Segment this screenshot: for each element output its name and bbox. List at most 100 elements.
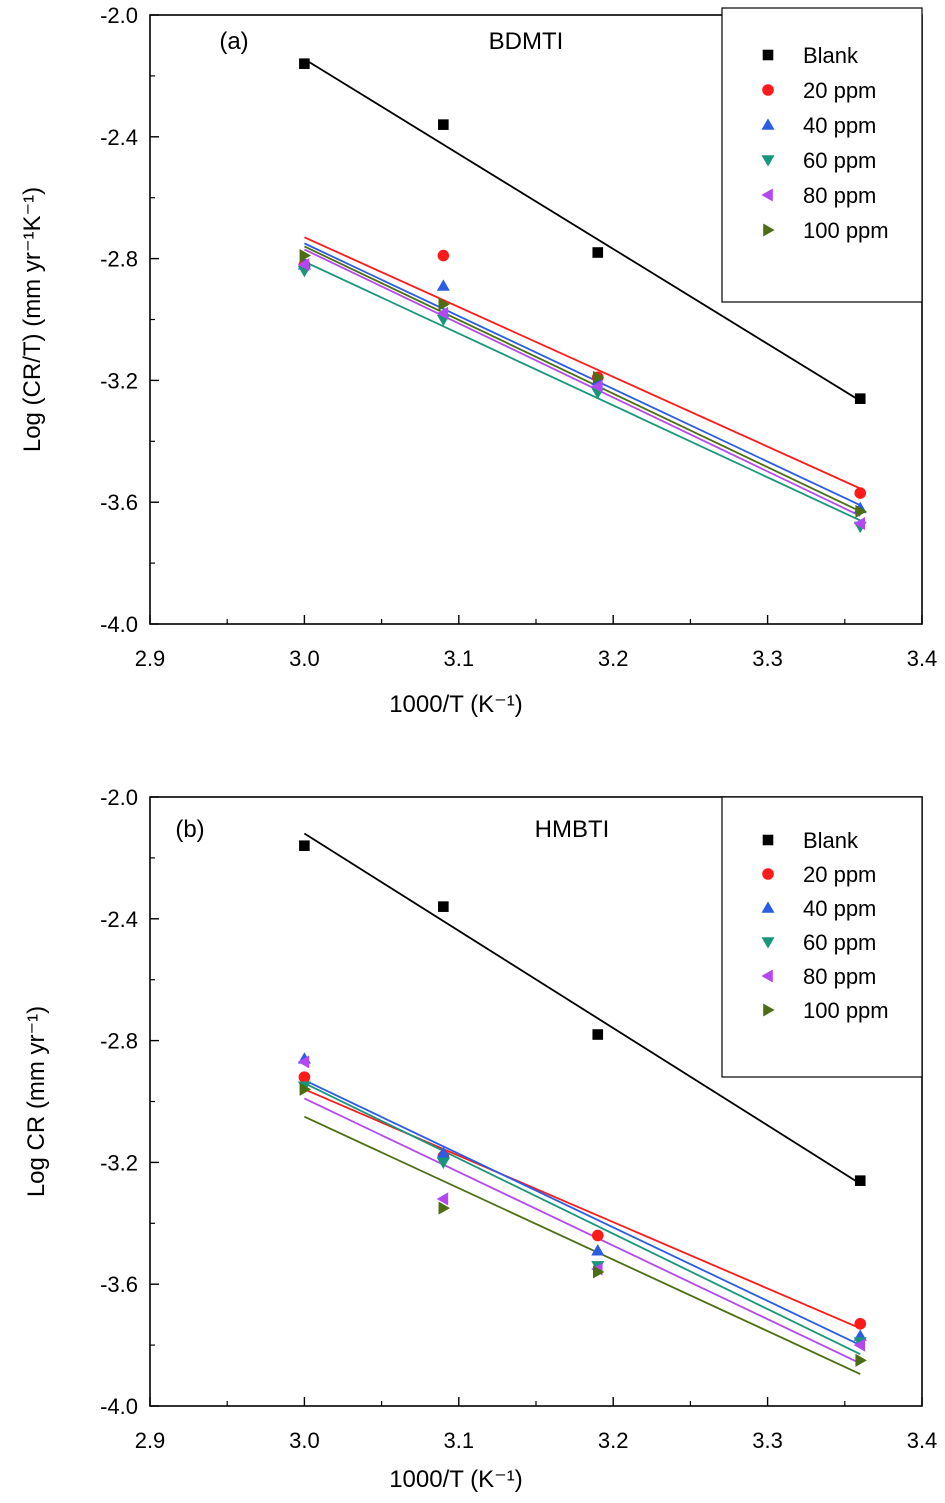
fit-line: [303, 832, 861, 1185]
data-point-marker: [438, 119, 449, 130]
x-tick-label: 3.0: [289, 646, 320, 671]
x-tick-label: 3.1: [444, 1428, 475, 1453]
y-tick-label: -4.0: [100, 1394, 138, 1419]
y-tick-label: -2.8: [100, 247, 138, 272]
legend-marker-marker: [762, 49, 774, 61]
y-tick-label: -2.4: [100, 125, 138, 150]
series-points-100-ppm: [299, 249, 867, 518]
series-points-100-ppm: [299, 1082, 867, 1367]
y-axis-label: Log (CR/T) (mm yr⁻¹K⁻¹): [19, 187, 46, 452]
fit-line: [304, 236, 861, 490]
legend-label: 60 ppm: [803, 930, 876, 955]
legend-marker-marker: [761, 901, 775, 913]
series-100-ppm: [304, 1115, 861, 1375]
legend-label: 20 ppm: [803, 862, 876, 887]
x-tick-label: 3.2: [598, 1428, 629, 1453]
series-points-60-ppm: [297, 265, 867, 534]
data-point-marker: [436, 1192, 449, 1206]
legend-marker-marker: [762, 834, 774, 846]
panel-tag: (b): [175, 816, 204, 843]
legend-label: 80 ppm: [803, 183, 876, 208]
fit-line: [304, 245, 861, 513]
series-points-40-ppm: [297, 1052, 867, 1341]
data-point-marker: [592, 1265, 605, 1279]
data-point-marker: [854, 393, 866, 404]
data-point-marker: [437, 249, 450, 262]
data-point-marker: [438, 901, 449, 912]
y-tick-label: -3.6: [100, 490, 138, 515]
data-point-marker: [299, 1082, 312, 1096]
data-point-marker: [854, 1317, 867, 1330]
legend-box: [721, 7, 923, 303]
series-40-ppm: [304, 1079, 861, 1346]
series-blank: [303, 58, 861, 402]
x-tick-label: 3.3: [752, 1428, 783, 1453]
data-point-marker: [591, 1244, 605, 1256]
series-60-ppm: [304, 1082, 861, 1356]
legend-label: 40 ppm: [803, 113, 876, 138]
series-points-80-ppm: [297, 258, 866, 531]
legend-label: 60 ppm: [803, 148, 876, 173]
legend-label: 40 ppm: [803, 896, 876, 921]
x-tick-label: 3.4: [907, 646, 938, 671]
series-40-ppm: [304, 242, 861, 507]
legend: Blank 20 ppm 40 ppm 60 ppm 80 ppm 100 ppm: [721, 796, 923, 1078]
data-point-marker: [438, 1201, 450, 1215]
y-tick-label: -2.4: [100, 907, 138, 932]
fit-line: [304, 1079, 861, 1346]
series-60-ppm: [304, 260, 861, 522]
fit-line: [304, 1082, 861, 1356]
fit-line: [304, 1115, 861, 1375]
legend-box: [721, 796, 923, 1078]
series-20-ppm: [304, 236, 861, 490]
data-point-marker: [853, 516, 866, 531]
legend: Blank 20 ppm 40 ppm 60 ppm 80 ppm 100 ppm: [721, 7, 923, 303]
data-point-marker: [436, 279, 450, 291]
x-tick-label: 3.3: [752, 646, 783, 671]
legend-marker-marker: [762, 84, 774, 96]
data-point-marker: [299, 58, 310, 70]
x-tick-label: 3.0: [289, 1428, 320, 1453]
data-point-marker: [591, 1229, 604, 1242]
data-point-marker: [297, 1055, 310, 1069]
chart-title: BDMTI: [489, 28, 564, 55]
data-point-marker: [438, 297, 450, 311]
fit-line: [304, 1088, 861, 1330]
chart-panel-b: 2.9 3.0 3.1 3.2 3.3 3.4 -2.0 -2.4 -2.8 -3.2 -3.6 -4…: [23, 785, 937, 1493]
data-point-marker: [592, 370, 605, 384]
series-blank: [303, 832, 861, 1185]
y-tick-label: -2.0: [100, 3, 138, 28]
data-point-marker: [297, 258, 310, 272]
fit-line: [303, 58, 861, 402]
x-tick-label: 2.9: [135, 646, 166, 671]
legend-marker-marker: [761, 937, 775, 949]
data-point-marker: [592, 1029, 604, 1040]
data-point-marker: [853, 1338, 866, 1352]
series-20-ppm: [304, 1088, 861, 1330]
series-points-20-ppm: [298, 1071, 867, 1330]
data-point-marker: [436, 1157, 450, 1170]
y-tick-label: -3.6: [100, 1272, 138, 1297]
x-tick-label: 3.2: [598, 646, 629, 671]
chart-title: HMBTI: [535, 816, 610, 843]
data-point-marker: [299, 840, 310, 852]
y-tick-label: -2.8: [100, 1029, 138, 1054]
legend-marker-marker: [761, 969, 773, 983]
series-80-ppm: [304, 248, 861, 517]
fit-line: [304, 260, 861, 522]
series-points-blank: [299, 840, 866, 1186]
series-points-blank: [299, 58, 866, 404]
legend-marker-marker: [761, 155, 775, 167]
legend-marker-marker: [762, 868, 774, 880]
series-100-ppm: [304, 245, 861, 513]
data-point-marker: [591, 379, 603, 394]
data-point-marker: [854, 1175, 866, 1186]
data-point-marker: [436, 306, 449, 320]
y-tick-label: -3.2: [100, 368, 138, 393]
data-point-marker: [299, 249, 312, 263]
legend-marker-marker: [761, 118, 775, 130]
legend-label: Blank: [803, 828, 859, 853]
data-point-marker: [855, 504, 867, 518]
series-80-ppm: [304, 1097, 861, 1365]
